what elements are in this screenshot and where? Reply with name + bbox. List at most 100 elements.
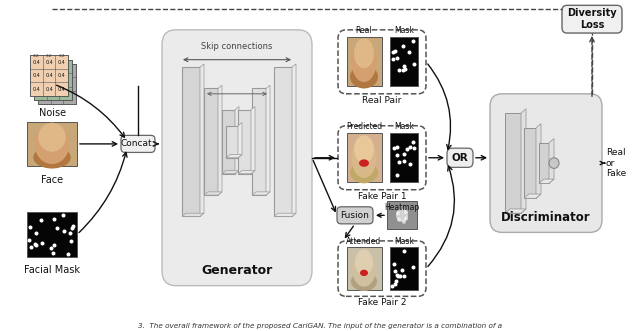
Point: [399, 151, 409, 157]
Text: Fake Pair 1: Fake Pair 1: [358, 192, 406, 201]
Text: 3.2: 3.2: [58, 54, 65, 58]
Bar: [524, 128, 536, 198]
Ellipse shape: [38, 123, 66, 152]
Point: [394, 67, 404, 72]
Ellipse shape: [35, 124, 70, 164]
Point: [49, 216, 59, 222]
Polygon shape: [235, 107, 239, 174]
Ellipse shape: [350, 65, 378, 88]
Polygon shape: [204, 192, 222, 195]
Bar: [182, 67, 200, 216]
Point: [31, 230, 42, 235]
Text: Attended: Attended: [346, 237, 381, 246]
Point: [390, 269, 401, 274]
Circle shape: [396, 211, 400, 215]
Text: Skip connections: Skip connections: [202, 42, 273, 51]
Polygon shape: [252, 192, 270, 195]
Polygon shape: [521, 109, 526, 213]
Bar: [30, 55, 68, 96]
Text: 3.  The overall framework of the proposed CariGAN. The input of the generator is: 3. The overall framework of the proposed…: [138, 323, 502, 329]
Point: [26, 245, 36, 250]
Polygon shape: [238, 155, 254, 158]
Polygon shape: [292, 64, 296, 216]
Text: 0.4: 0.4: [33, 87, 40, 92]
Ellipse shape: [354, 135, 374, 163]
Point: [408, 38, 419, 43]
Point: [395, 273, 405, 279]
Point: [405, 161, 415, 166]
Text: Real: Real: [356, 26, 372, 35]
Bar: [390, 247, 418, 290]
Polygon shape: [226, 155, 242, 158]
Text: Face: Face: [41, 175, 63, 185]
Point: [399, 274, 409, 279]
Text: Fusion: Fusion: [340, 211, 369, 220]
Point: [404, 49, 414, 55]
Bar: [226, 126, 238, 158]
Point: [389, 145, 399, 151]
Point: [46, 245, 56, 250]
Text: Noise: Noise: [40, 108, 67, 118]
Polygon shape: [536, 124, 541, 198]
Text: Mask: Mask: [394, 237, 414, 246]
Text: OR: OR: [452, 153, 468, 163]
Text: Facial Mask: Facial Mask: [24, 265, 80, 275]
Point: [390, 48, 400, 54]
Bar: [27, 121, 77, 166]
Text: Predicted: Predicted: [346, 122, 382, 131]
Ellipse shape: [351, 42, 376, 82]
Polygon shape: [524, 194, 541, 198]
Point: [392, 272, 403, 278]
Circle shape: [402, 219, 406, 224]
Point: [392, 145, 402, 150]
Point: [408, 62, 419, 67]
Bar: [505, 113, 521, 213]
Point: [401, 146, 412, 151]
Circle shape: [396, 209, 408, 222]
Text: 3.2: 3.2: [33, 54, 40, 58]
Bar: [387, 202, 417, 229]
Text: 0.4: 0.4: [45, 60, 53, 65]
Polygon shape: [218, 85, 222, 195]
Text: Generator: Generator: [202, 264, 273, 277]
Text: 0.4: 0.4: [33, 73, 40, 78]
Point: [31, 243, 41, 248]
Polygon shape: [200, 64, 204, 216]
Text: Mask: Mask: [394, 122, 414, 131]
Ellipse shape: [351, 272, 377, 291]
Ellipse shape: [352, 251, 376, 287]
Point: [66, 239, 76, 244]
Text: 0.4: 0.4: [58, 60, 65, 65]
Bar: [222, 110, 235, 174]
Circle shape: [549, 158, 559, 168]
Point: [387, 283, 397, 289]
Point: [388, 50, 398, 55]
FancyBboxPatch shape: [162, 30, 312, 286]
Bar: [390, 133, 418, 182]
Bar: [274, 67, 292, 216]
Bar: [346, 247, 381, 290]
Point: [390, 281, 401, 287]
Polygon shape: [182, 213, 204, 216]
Text: 0.4: 0.4: [58, 73, 65, 78]
Point: [400, 66, 410, 71]
Ellipse shape: [354, 38, 374, 68]
Point: [63, 251, 74, 257]
Point: [392, 172, 402, 177]
Text: 0.4: 0.4: [58, 87, 65, 92]
Bar: [27, 212, 77, 257]
Text: Diversity
Loss: Diversity Loss: [567, 8, 617, 30]
Point: [67, 225, 77, 230]
Bar: [390, 37, 418, 86]
Ellipse shape: [351, 137, 376, 178]
Point: [36, 217, 46, 222]
FancyBboxPatch shape: [562, 5, 622, 33]
Polygon shape: [274, 213, 296, 216]
FancyBboxPatch shape: [337, 207, 373, 224]
Point: [397, 268, 407, 273]
Bar: [238, 126, 250, 158]
Polygon shape: [266, 85, 270, 195]
Bar: [539, 143, 549, 183]
Circle shape: [404, 216, 408, 221]
Polygon shape: [539, 179, 554, 183]
